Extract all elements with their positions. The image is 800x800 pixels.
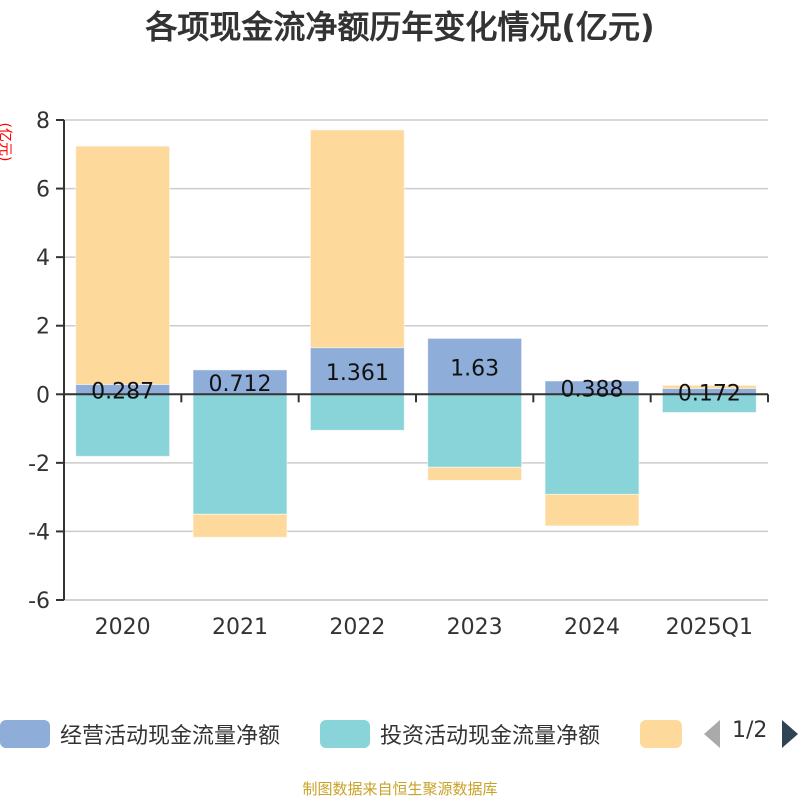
x-tick-label: 2024	[564, 615, 620, 640]
y-axis-unit: (亿元)	[0, 122, 13, 162]
bar-2-2020[interactable]	[75, 145, 171, 385]
y-tick-label: -6	[28, 589, 50, 614]
y-tick-label: 6	[36, 178, 50, 203]
y-tick-label: 2	[36, 315, 50, 340]
x-tick-label: 2023	[447, 615, 503, 640]
bar-2-2022[interactable]	[309, 129, 405, 349]
data-label: 0.712	[209, 372, 272, 397]
x-tick-label: 2021	[212, 615, 268, 640]
data-source: 制图数据来自恒生聚源数据库	[302, 780, 498, 798]
axes: -6 -4 -2 0 2 4 6 8 2020 2021 2022 2023 2024 2025Q1	[28, 109, 769, 640]
legend-pager: 1/2	[700, 718, 800, 750]
bar-2-2025Q1[interactable]	[661, 384, 757, 389]
bar-1-2023[interactable]	[427, 393, 523, 468]
legend-swatch-investing[interactable]	[320, 720, 370, 748]
bar-2-2023[interactable]	[427, 466, 523, 481]
chart-title: 各项现金流净额历年变化情况(亿元)	[145, 8, 655, 46]
bar-0-2022[interactable]	[309, 347, 405, 395]
data-label: 0.287	[91, 379, 154, 404]
pager-text: 1/2	[732, 718, 768, 743]
x-tick-label: 2025Q1	[666, 615, 753, 640]
data-label: 1.361	[326, 361, 389, 386]
bar-0-2023[interactable]	[427, 337, 523, 395]
y-tick-label: -4	[28, 520, 50, 545]
pager-prev-icon[interactable]	[702, 718, 722, 750]
x-tick-label: 2022	[329, 615, 385, 640]
bar-0-2021[interactable]	[192, 369, 288, 395]
bar-2-2021[interactable]	[192, 513, 288, 538]
data-label: 0.388	[561, 378, 624, 403]
grid-lines	[64, 119, 768, 601]
chart-canvas: -6 -4 -2 0 2 4 6 8 2020 2021 2022 2023 2024 2025Q1 0.…	[28, 109, 769, 640]
y-tick-label: 4	[36, 246, 50, 271]
legend-swatch-financing[interactable]	[640, 720, 682, 748]
bar-1-2020[interactable]	[75, 393, 171, 457]
bar-1-2024[interactable]	[544, 393, 640, 495]
bar-2-2024[interactable]	[544, 493, 640, 527]
bar-1-2021[interactable]	[192, 393, 288, 515]
data-labels: 0.287 0.712 1.361 1.63 0.388 0.172	[91, 356, 741, 406]
y-tick-label: 0	[36, 383, 50, 408]
y-tick-label: -2	[28, 452, 50, 477]
legend-swatch-operating[interactable]	[0, 720, 50, 748]
legend-label-investing[interactable]: 投资活动现金流量净额	[380, 724, 601, 749]
x-tick-label: 2020	[95, 615, 151, 640]
bar-1-2022[interactable]	[309, 393, 405, 431]
data-label: 0.172	[678, 381, 741, 406]
legend-label-operating[interactable]: 经营活动现金流量净额	[60, 724, 281, 749]
legend: 经营活动现金流量净额 投资活动现金流量净额 1/2	[0, 716, 800, 752]
y-tick-label: 8	[36, 109, 50, 134]
pager-next-icon[interactable]	[780, 718, 800, 750]
bars	[75, 129, 757, 538]
data-label: 1.63	[450, 356, 499, 381]
